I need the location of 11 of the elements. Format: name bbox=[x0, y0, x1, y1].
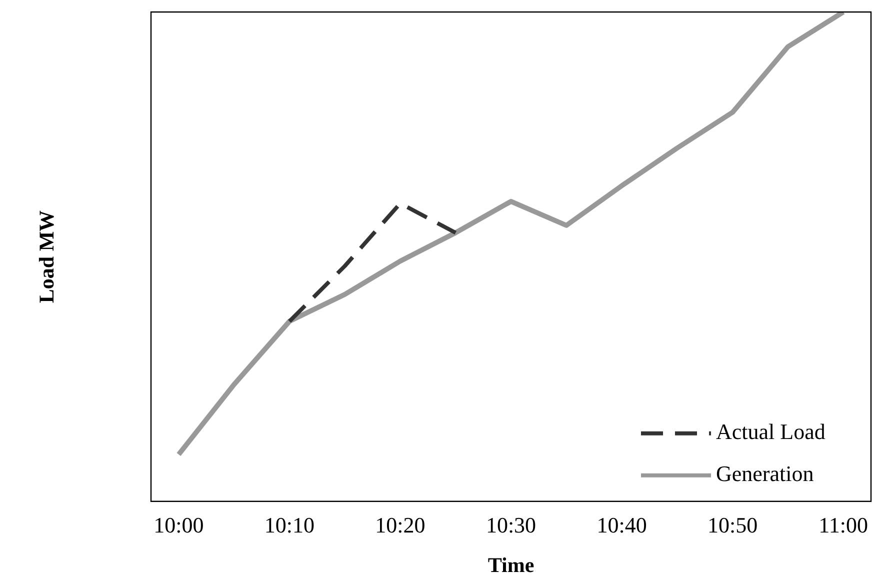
x-tick-label: 10:20 bbox=[375, 512, 426, 538]
legend-label: Actual Load bbox=[716, 419, 826, 444]
x-tick-label: 10:50 bbox=[707, 512, 758, 538]
y-axis-title: Load MW bbox=[34, 210, 58, 304]
x-tick-label: 10:40 bbox=[596, 512, 647, 538]
legend-label: Generation bbox=[716, 461, 814, 486]
x-tick-label: 11:00 bbox=[818, 512, 868, 538]
x-axis-title: Time bbox=[488, 552, 534, 577]
x-tick-label: 10:00 bbox=[154, 512, 204, 538]
x-tick-label: 10:30 bbox=[486, 512, 536, 538]
x-tick-label: 10:10 bbox=[264, 512, 315, 538]
